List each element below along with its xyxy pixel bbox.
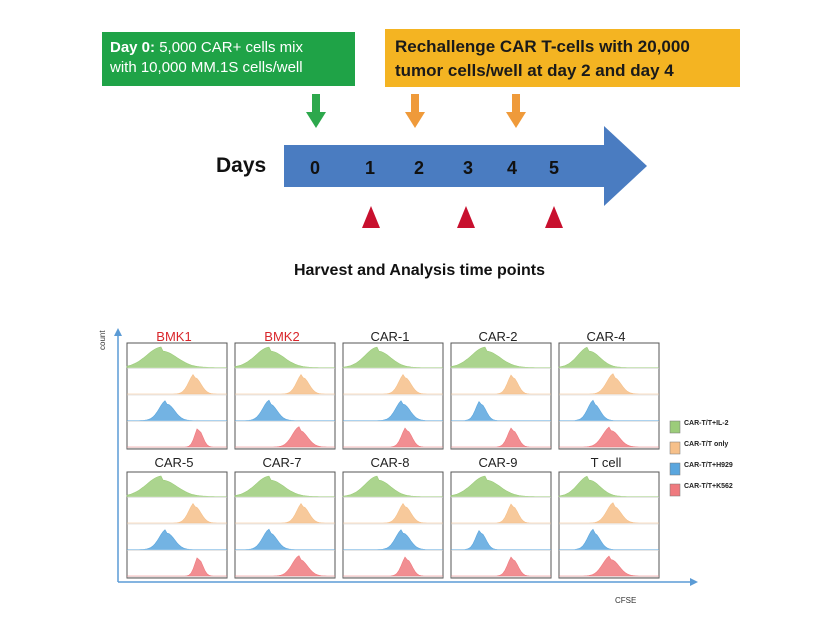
- histogram-series: [235, 528, 335, 550]
- histogram-series: [342, 475, 443, 497]
- histogram-series: [235, 555, 335, 577]
- histogram-series: [559, 373, 659, 395]
- harvest-marker-icon: [362, 206, 380, 228]
- harvest-title: Harvest and Analysis time points: [293, 262, 546, 279]
- legend-label: CAR-T/T+H929: [684, 462, 733, 469]
- histogram-figure: [114, 328, 698, 586]
- rechallenge-line1: Rechallenge CAR T-cells with 20,000: [395, 37, 690, 56]
- histogram-series: [235, 503, 335, 524]
- histogram-series: [451, 374, 551, 395]
- histogram-series: [234, 475, 335, 497]
- panel-title: CAR-2: [478, 329, 518, 344]
- histogram-series: [559, 555, 659, 577]
- histogram-series: [342, 346, 443, 368]
- day-5: 5: [548, 158, 559, 178]
- histogram-series: [451, 556, 551, 577]
- day-1: 1: [364, 158, 375, 178]
- histogram-series: [343, 556, 443, 577]
- legend-swatch: [669, 462, 681, 476]
- green-down-arrow-icon: [306, 94, 326, 128]
- histogram-series: [343, 374, 443, 395]
- histogram-series: [558, 346, 659, 368]
- histogram-series: [127, 529, 227, 550]
- histogram-panel: [342, 342, 444, 450]
- histogram-series: [451, 427, 551, 448]
- histogram-series: [450, 346, 551, 368]
- rechallenge-box: Rechallenge CAR T-cells with 20,000 tumo…: [385, 29, 740, 87]
- histogram-series: [127, 557, 227, 577]
- histogram-series: [126, 346, 227, 368]
- harvest-marker-icon: [457, 206, 475, 228]
- day0-line2: with 10,000 MM.1S cells/well: [110, 59, 303, 76]
- day-2: 2: [413, 158, 424, 178]
- harvest-marker-icon: [545, 206, 563, 228]
- histogram-series: [451, 530, 551, 550]
- histogram-series: [343, 529, 443, 550]
- panel-title: CAR-9: [478, 455, 518, 470]
- y-axis-label: count: [98, 330, 107, 350]
- histogram-series: [127, 428, 227, 448]
- day-3: 3: [462, 158, 473, 178]
- timeline-arrow: [284, 126, 647, 206]
- orange-down-arrow-icon: [506, 94, 526, 128]
- panel-title: CAR-8: [370, 455, 410, 470]
- histogram-series: [343, 400, 443, 421]
- day0-text: 5,000 CAR+ cells mix: [155, 39, 304, 56]
- histogram-series: [559, 426, 659, 448]
- histogram-series: [235, 374, 335, 395]
- figure-axes: [114, 328, 698, 586]
- timeline-graphic: [284, 94, 647, 228]
- histogram-series: [127, 400, 227, 421]
- histogram-series: [559, 528, 659, 550]
- histogram-series: [450, 475, 551, 497]
- histogram-series: [343, 427, 443, 448]
- panel-title: CAR-7: [262, 455, 302, 470]
- histogram-series: [451, 401, 551, 421]
- day-0: 0: [309, 158, 320, 178]
- legend-label: CAR-T/T only: [684, 441, 729, 448]
- histogram-series: [235, 399, 335, 421]
- legend-swatch: [669, 441, 681, 455]
- day0-bold-label: Day 0:: [110, 39, 156, 56]
- legend-label: CAR-T/T+K562: [684, 483, 733, 490]
- histogram-series: [234, 346, 335, 368]
- histogram-series: [559, 502, 659, 524]
- day0-box: Day 0: 5,000 CAR+ cells mix with 10,000 …: [102, 32, 355, 86]
- panel-title: CAR-5: [154, 455, 194, 470]
- panel-title: CAR-4: [586, 329, 626, 344]
- histogram-series: [451, 503, 551, 524]
- panel-title: BMK2: [264, 329, 300, 344]
- days-label: Days: [216, 154, 267, 177]
- legend-swatch: [669, 483, 681, 497]
- histogram-series: [558, 475, 659, 497]
- histogram-series: [559, 399, 659, 421]
- orange-down-arrow-icon: [405, 94, 425, 128]
- x-axis-label: CFSE: [615, 596, 637, 605]
- histogram-panel: [342, 471, 444, 579]
- legend-swatch: [669, 420, 681, 434]
- histogram-series: [127, 503, 227, 524]
- day-4: 4: [506, 158, 517, 178]
- panel-title: CAR-1: [370, 329, 410, 344]
- legend-label: CAR-T/T+IL-2: [684, 420, 729, 427]
- panel-title: T cell: [590, 455, 622, 470]
- panel-title: BMK1: [156, 329, 192, 344]
- histogram-series: [127, 374, 227, 395]
- rechallenge-line2: tumor cells/well at day 2 and day 4: [395, 61, 674, 80]
- histogram-series: [126, 475, 227, 497]
- histogram-series: [343, 503, 443, 524]
- histogram-series: [235, 426, 335, 448]
